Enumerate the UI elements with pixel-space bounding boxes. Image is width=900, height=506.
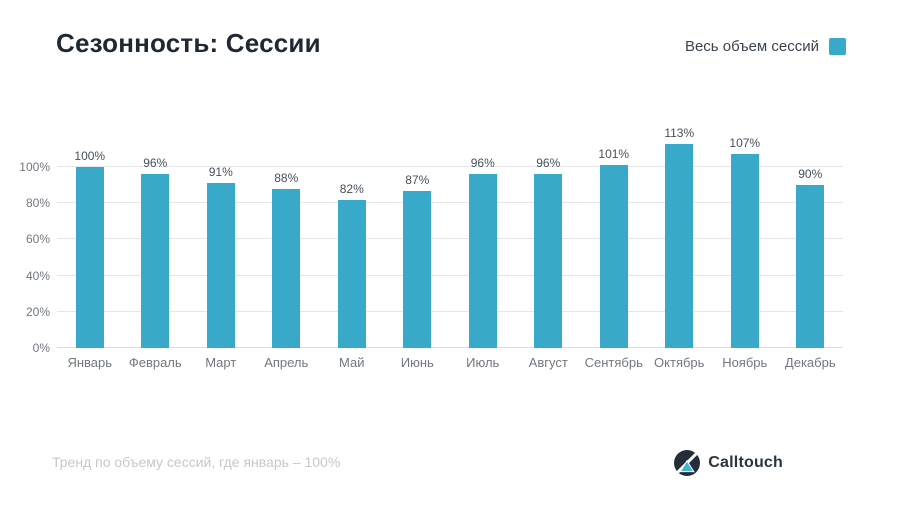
bar-column: 101% bbox=[581, 120, 647, 348]
y-tick-label: 0% bbox=[32, 341, 50, 355]
brand-name: Calltouch bbox=[708, 454, 783, 471]
bar-Май[interactable] bbox=[337, 199, 366, 348]
bar-column: 87% bbox=[385, 120, 451, 348]
bar-value-label: 82% bbox=[339, 181, 364, 196]
bar-Декабрь[interactable] bbox=[796, 185, 825, 348]
x-tick-label: Апрель bbox=[264, 355, 309, 370]
bar-column: 82% bbox=[319, 120, 385, 348]
brand-logo: Calltouch bbox=[674, 450, 783, 476]
x-tick-label: Июль bbox=[466, 355, 500, 370]
bar-value-label: 91% bbox=[208, 165, 233, 180]
bar-Январь[interactable] bbox=[75, 167, 104, 348]
x-tick-label: Август bbox=[528, 355, 568, 370]
bar-value-label: 113% bbox=[664, 125, 695, 140]
x-axis: Январь Февраль Март Апрель Май Июнь Июль Август… bbox=[57, 355, 843, 370]
x-tick-label: Январь bbox=[67, 355, 113, 370]
bar-value-label: 90% bbox=[798, 167, 823, 182]
bar-value-label: 96% bbox=[536, 156, 561, 171]
bars-container: 100% 96% 91% 88% 82% 87% 96% 96% 101% 113% 107% 90% bbox=[57, 120, 843, 348]
bar-value-label: 96% bbox=[143, 156, 168, 171]
legend-swatch-icon bbox=[829, 38, 846, 55]
bar-column: 100% bbox=[57, 120, 123, 348]
bar-Октябрь[interactable] bbox=[665, 143, 694, 348]
x-tick-label: Декабрь bbox=[784, 355, 836, 370]
bar-Август[interactable] bbox=[534, 174, 563, 348]
x-tick-label: Ноябрь bbox=[722, 355, 768, 370]
bar-Июнь[interactable] bbox=[403, 190, 432, 348]
page-title: Сезонность: Сессии bbox=[56, 28, 321, 58]
legend-label: Весь объем сессий bbox=[684, 38, 819, 55]
bar-value-label: 96% bbox=[470, 156, 495, 171]
bar-value-label: 101% bbox=[598, 147, 630, 162]
calltouch-logo-icon bbox=[674, 450, 701, 476]
bar-Сентябрь[interactable] bbox=[599, 165, 628, 348]
footer-note: Тренд по объему сессий, где январь – 100… bbox=[52, 454, 341, 470]
bar-Июль[interactable] bbox=[468, 174, 497, 348]
bar-Ноябрь[interactable] bbox=[730, 154, 759, 348]
bar-value-label: 88% bbox=[274, 170, 299, 185]
bar-Февраль[interactable] bbox=[141, 174, 170, 348]
bar-column: 88% bbox=[254, 120, 320, 348]
gridline bbox=[57, 347, 843, 348]
bar-column: 96% bbox=[450, 120, 516, 348]
gridline bbox=[57, 310, 843, 312]
gridline bbox=[57, 166, 843, 168]
y-tick-label: 80% bbox=[25, 196, 50, 211]
y-tick-label: 40% bbox=[25, 268, 50, 283]
y-tick-label: 100% bbox=[19, 160, 50, 175]
y-axis: 0% 20% 40% 60% 80% 100% bbox=[0, 120, 50, 355]
bar-column: 90% bbox=[778, 120, 844, 348]
gridline bbox=[57, 202, 843, 204]
bar-Март[interactable] bbox=[206, 183, 235, 348]
x-tick-label: Февраль bbox=[128, 355, 182, 370]
bar-column: 96% bbox=[516, 120, 582, 348]
gridline bbox=[57, 238, 843, 240]
x-tick-label: Май bbox=[339, 355, 365, 370]
bar-value-label: 87% bbox=[405, 172, 430, 187]
x-tick-label: Сентябрь bbox=[584, 355, 643, 370]
bar-column: 107% bbox=[712, 120, 778, 348]
gridline bbox=[57, 274, 843, 276]
bar-Апрель[interactable] bbox=[272, 188, 301, 348]
x-tick-label: Октябрь bbox=[654, 355, 705, 370]
y-tick-label: 20% bbox=[25, 304, 50, 319]
bar-column: 113% bbox=[647, 120, 713, 348]
x-tick-label: Март bbox=[205, 355, 237, 370]
bar-value-label: 107% bbox=[729, 136, 761, 151]
legend[interactable]: Весь объем сессий bbox=[685, 38, 846, 55]
bar-column: 91% bbox=[188, 120, 254, 348]
y-tick-label: 60% bbox=[25, 232, 50, 247]
bar-value-label: 100% bbox=[74, 149, 106, 164]
x-tick-label: Июнь bbox=[400, 355, 434, 370]
plot-area: 100% 96% 91% 88% 82% 87% 96% 96% 101% 113% 107% 90% bbox=[57, 120, 843, 348]
bar-column: 96% bbox=[123, 120, 189, 348]
